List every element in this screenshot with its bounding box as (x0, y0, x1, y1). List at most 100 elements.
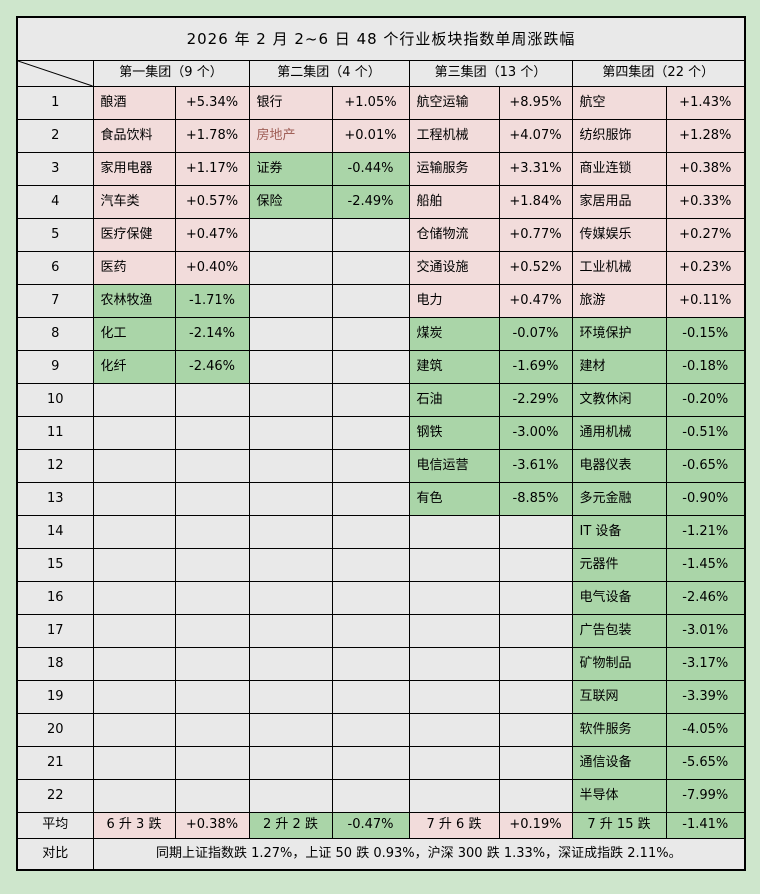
empty-cell (92, 515, 176, 549)
sector-name-cell: 证券 (248, 152, 333, 186)
average-runs-cell: 7 升 15 跌 (571, 812, 667, 839)
empty-cell (498, 614, 573, 648)
sector-name-cell: 文教休闲 (571, 383, 667, 417)
row-number-cell: 11 (16, 416, 94, 450)
sector-change-cell: -0.15% (665, 317, 746, 351)
average-change-cell: +0.19% (498, 812, 573, 839)
sector-name-cell: 航空运输 (408, 86, 500, 120)
row-number-cell: 10 (16, 383, 94, 417)
average-change-cell: -0.47% (331, 812, 410, 839)
average-runs-cell: 2 升 2 跌 (248, 812, 333, 839)
corner-cell (16, 60, 94, 87)
sector-name-cell: 运输服务 (408, 152, 500, 186)
empty-cell (174, 779, 250, 813)
table-row: 11 钢铁 -3.00% 通用机械 -0.51% (16, 416, 746, 450)
sector-change-cell: -5.65% (665, 746, 746, 780)
sector-name-cell: 医疗保健 (92, 218, 176, 252)
row-number-cell: 18 (16, 647, 94, 681)
sector-name-cell: 工程机械 (408, 119, 500, 153)
empty-cell (248, 614, 333, 648)
empty-cell (92, 647, 176, 681)
sector-name-cell: 多元金融 (571, 482, 667, 516)
empty-cell (248, 680, 333, 714)
empty-cell (498, 713, 573, 747)
empty-cell (92, 713, 176, 747)
sector-change-cell: +1.28% (665, 119, 746, 153)
sector-name-cell: 元器件 (571, 548, 667, 582)
sector-change-cell: +0.52% (498, 251, 573, 285)
sector-change-cell: -0.20% (665, 383, 746, 417)
sector-name-cell: 家居用品 (571, 185, 667, 219)
empty-cell (408, 548, 500, 582)
sector-name-cell: 互联网 (571, 680, 667, 714)
empty-cell (92, 482, 176, 516)
sector-name-cell: 农林牧渔 (92, 284, 176, 318)
empty-cell (174, 614, 250, 648)
table-title: 2026 年 2 月 2~6 日 48 个行业板块指数单周涨跌幅 (16, 16, 746, 61)
table-row: 18 矿物制品 -3.17% (16, 647, 746, 681)
empty-cell (331, 284, 410, 318)
table-row: 20 软件服务 -4.05% (16, 713, 746, 747)
sector-change-cell: -0.44% (331, 152, 410, 186)
sector-name-cell: 航空 (571, 86, 667, 120)
sector-change-cell: -2.14% (174, 317, 250, 351)
row-number-cell: 5 (16, 218, 94, 252)
sector-name-cell: 煤炭 (408, 317, 500, 351)
empty-cell (498, 746, 573, 780)
row-number-cell: 14 (16, 515, 94, 549)
empty-cell (498, 680, 573, 714)
sector-name-cell: 电力 (408, 284, 500, 318)
table-row: 22 半导体 -7.99% (16, 779, 746, 813)
sector-change-cell: -1.69% (498, 350, 573, 384)
sector-change-cell: +0.40% (174, 251, 250, 285)
sector-change-cell: +0.33% (665, 185, 746, 219)
sector-change-cell: +1.17% (174, 152, 250, 186)
sector-change-cell: +0.23% (665, 251, 746, 285)
group-header-3: 第三集团（13 个） (408, 60, 573, 87)
sector-name-cell: 旅游 (571, 284, 667, 318)
table-row: 21 通信设备 -5.65% (16, 746, 746, 780)
table-row: 15 元器件 -1.45% (16, 548, 746, 582)
sector-change-cell: +0.27% (665, 218, 746, 252)
table-row: 12 电信运营 -3.61% 电器仪表 -0.65% (16, 449, 746, 483)
row-number-cell: 3 (16, 152, 94, 186)
sector-change-cell: +0.47% (174, 218, 250, 252)
table-row: 1 酿酒 +5.34% 银行 +1.05% 航空运输 +8.95% 航空 +1.43% (16, 86, 746, 120)
empty-cell (248, 548, 333, 582)
row-number-cell: 15 (16, 548, 94, 582)
empty-cell (174, 680, 250, 714)
sector-name-cell: 电信运营 (408, 449, 500, 483)
sector-change-cell: -7.99% (665, 779, 746, 813)
empty-cell (248, 416, 333, 450)
empty-cell (408, 713, 500, 747)
sector-change-cell: -0.51% (665, 416, 746, 450)
sector-name-cell: 酿酒 (92, 86, 176, 120)
empty-cell (174, 449, 250, 483)
table-row: 6 医药 +0.40% 交通设施 +0.52% 工业机械 +0.23% (16, 251, 746, 285)
empty-cell (174, 383, 250, 417)
empty-cell (248, 515, 333, 549)
empty-cell (92, 383, 176, 417)
sector-change-cell: +0.47% (498, 284, 573, 318)
empty-cell (248, 284, 333, 318)
sector-name-cell: 建筑 (408, 350, 500, 384)
sector-name-cell: 仓储物流 (408, 218, 500, 252)
empty-cell (174, 581, 250, 615)
sector-name-cell: 软件服务 (571, 713, 667, 747)
row-number-cell: 8 (16, 317, 94, 351)
row-number-cell: 20 (16, 713, 94, 747)
empty-cell (498, 779, 573, 813)
sector-name-cell: 汽车类 (92, 185, 176, 219)
empty-cell (92, 779, 176, 813)
empty-cell (498, 581, 573, 615)
table-row: 8 化工 -2.14% 煤炭 -0.07% 环境保护 -0.15% (16, 317, 746, 351)
average-label-cell: 平均 (16, 812, 94, 839)
sector-change-cell: -3.01% (665, 614, 746, 648)
empty-cell (331, 713, 410, 747)
sector-name-cell: 电气设备 (571, 581, 667, 615)
row-number-cell: 17 (16, 614, 94, 648)
average-runs-cell: 7 升 6 跌 (408, 812, 500, 839)
empty-cell (331, 251, 410, 285)
empty-cell (248, 383, 333, 417)
sector-change-cell: -3.17% (665, 647, 746, 681)
